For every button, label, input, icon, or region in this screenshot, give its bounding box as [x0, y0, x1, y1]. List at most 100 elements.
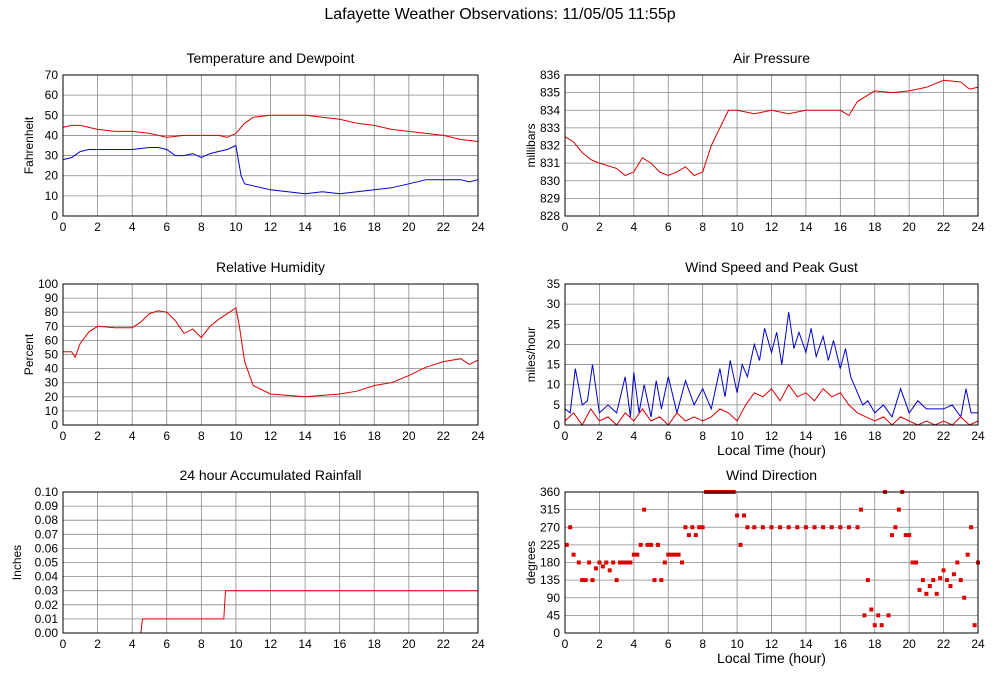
- y-tick-label: 0.01: [35, 612, 59, 626]
- x-tick-label: 12: [264, 637, 278, 651]
- x-tick-label: 22: [437, 429, 451, 443]
- x-tick-label: 6: [665, 429, 672, 443]
- x-tick-label: 8: [198, 220, 205, 234]
- y-tick-label: 832: [540, 139, 560, 153]
- data-point: [972, 623, 977, 628]
- data-point: [965, 552, 970, 557]
- y-tick-label: 270: [540, 520, 560, 534]
- y-tick-label: 5: [553, 398, 560, 412]
- y-tick-label: 70: [45, 68, 59, 82]
- x-tick-label: 24: [971, 220, 985, 234]
- x-tick-label: 12: [264, 429, 278, 443]
- x-tick-label: 18: [868, 637, 882, 651]
- y-axis-label: Percent: [22, 333, 36, 375]
- x-tick-label: 12: [264, 220, 278, 234]
- data-point: [931, 578, 936, 583]
- data-point: [618, 560, 623, 565]
- plot-frame: [62, 74, 479, 217]
- data-point: [951, 572, 956, 577]
- y-tick-label: 20: [45, 169, 59, 183]
- plot-frame: [564, 491, 979, 634]
- x-tick-label: 16: [834, 220, 848, 234]
- x-tick-label: 14: [799, 429, 813, 443]
- y-tick-label: 0: [553, 626, 560, 640]
- data-point: [745, 525, 750, 530]
- x-tick-label: 10: [229, 637, 243, 651]
- data-point: [597, 560, 602, 565]
- data-point: [920, 578, 925, 583]
- data-point: [869, 607, 874, 612]
- x-tick-label: 12: [765, 637, 779, 651]
- data-point: [741, 513, 746, 518]
- y-axis-label: degrees: [524, 541, 538, 584]
- data-point: [889, 533, 894, 538]
- x-tick-label: 18: [868, 429, 882, 443]
- y-tick-label: 20: [547, 337, 561, 351]
- y-tick-label: 25: [547, 317, 561, 331]
- x-tick-label: 12: [765, 429, 779, 443]
- y-tick-label: 15: [547, 358, 561, 372]
- data-point: [683, 525, 688, 530]
- x-tick-label: 24: [471, 429, 485, 443]
- data-point: [673, 552, 678, 557]
- y-tick-label: 831: [540, 156, 560, 170]
- x-tick-label: 14: [298, 429, 312, 443]
- data-point: [927, 584, 932, 588]
- chart-title: 24 hour Accumulated Rainfall: [179, 467, 361, 483]
- x-tick-label: 22: [437, 637, 451, 651]
- x-tick-label: 10: [229, 429, 243, 443]
- y-tick-label: 135: [540, 573, 560, 587]
- data-point: [614, 578, 619, 583]
- x-tick-label: 4: [630, 429, 637, 443]
- y-tick-label: 830: [540, 174, 560, 188]
- data-point: [858, 507, 863, 512]
- x-tick-label: 2: [596, 429, 603, 443]
- y-tick-label: 30: [45, 149, 59, 163]
- y-tick-label: 10: [45, 189, 59, 203]
- data-point: [862, 613, 867, 618]
- data-point: [865, 578, 870, 583]
- data-point: [760, 525, 765, 530]
- x-tick-label: 18: [868, 220, 882, 234]
- data-point: [969, 525, 974, 530]
- data-point: [955, 560, 960, 565]
- data-point: [638, 542, 643, 547]
- data-point: [893, 525, 898, 530]
- data-point: [786, 525, 791, 530]
- plot-frame: [564, 74, 979, 217]
- y-tick-label: 20: [45, 390, 59, 404]
- x-tick-label: 2: [94, 637, 101, 651]
- data-point: [752, 525, 757, 530]
- x-tick-label: 8: [699, 220, 706, 234]
- data-point: [910, 560, 915, 565]
- data-point: [564, 542, 569, 547]
- x-tick-label: 14: [298, 637, 312, 651]
- x-tick-label: 22: [937, 637, 951, 651]
- x-tick-label: 20: [402, 220, 416, 234]
- x-tick-label: 14: [799, 220, 813, 234]
- y-axis-label: Inches: [10, 545, 24, 580]
- data-point: [662, 560, 667, 565]
- x-tick-label: 10: [730, 220, 744, 234]
- y-tick-label: 70: [45, 319, 59, 333]
- x-tick-label: 8: [699, 637, 706, 651]
- y-tick-label: 225: [540, 538, 560, 552]
- x-axis-label: Local Time (hour): [717, 650, 826, 666]
- data-point: [958, 578, 963, 583]
- series-line: [564, 312, 978, 419]
- x-tick-label: 4: [630, 637, 637, 651]
- data-point: [680, 560, 685, 565]
- x-tick-label: 6: [163, 429, 170, 443]
- x-tick-label: 18: [368, 220, 382, 234]
- x-tick-label: 14: [799, 637, 813, 651]
- x-tick-label: 16: [333, 637, 347, 651]
- y-tick-label: 0.06: [35, 541, 59, 555]
- x-tick-label: 20: [902, 637, 916, 651]
- data-point: [876, 613, 881, 618]
- data-point: [580, 578, 585, 583]
- data-point: [655, 542, 660, 547]
- data-point: [934, 591, 939, 596]
- data-point: [571, 552, 576, 557]
